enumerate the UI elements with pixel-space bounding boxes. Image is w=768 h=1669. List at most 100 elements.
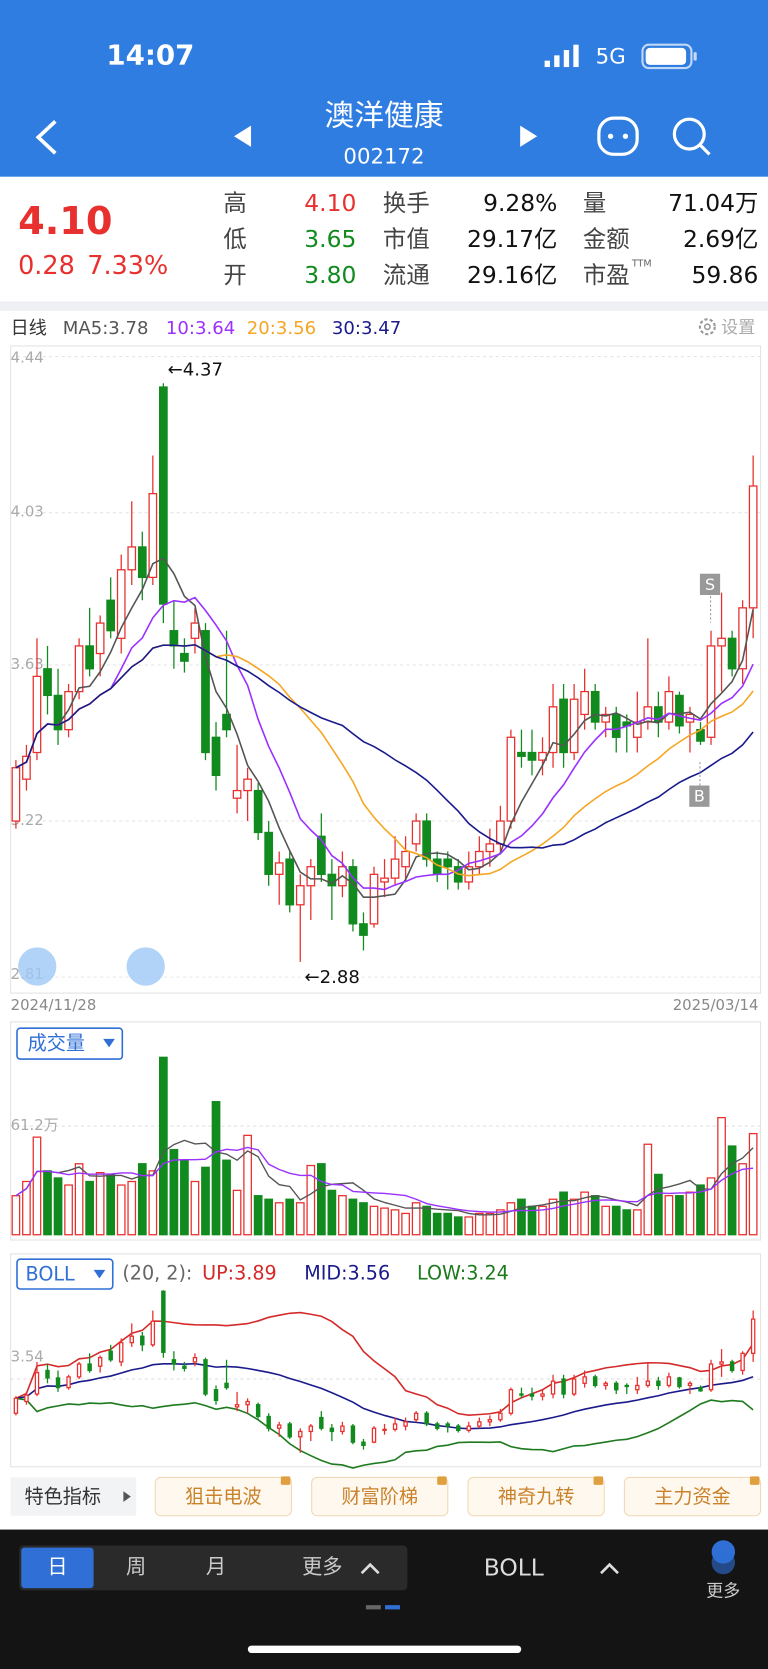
volume-bar [380, 1207, 389, 1236]
indicator-tab[interactable] [467, 1476, 605, 1517]
boll-selector[interactable]: BOLL [16, 1258, 114, 1290]
indicator-tab-label[interactable]: 财富阶梯 [341, 1485, 418, 1508]
boll-chart: 3.54 [10, 1290, 761, 1469]
candle-body [150, 1320, 156, 1346]
settings-label[interactable]: 设置 [721, 318, 755, 338]
candle-body [274, 862, 284, 875]
candle-body [213, 1389, 219, 1402]
boll-params: (20, 2): [122, 1262, 192, 1285]
candle-body [253, 789, 263, 834]
volume-bar [243, 1134, 252, 1236]
page-dot-active [385, 1605, 400, 1610]
period-tab[interactable]: 月 [206, 1554, 226, 1578]
zoom-button[interactable] [126, 947, 165, 986]
volume-bar [727, 1145, 737, 1236]
volume-bar [601, 1205, 611, 1236]
candle-body [295, 885, 305, 906]
volume-ma10-line [15, 1146, 754, 1213]
y-tick-label: 3.54 [11, 1348, 44, 1366]
candle-body [55, 1377, 61, 1389]
ma20-legend: 20:3.56 [247, 318, 316, 339]
volume-bar [359, 1202, 368, 1236]
volume-frame [10, 1021, 762, 1241]
period-tab[interactable]: 周 [126, 1554, 146, 1578]
volume-bar [632, 1209, 642, 1236]
more-arrow[interactable] [360, 1562, 380, 1575]
more-label[interactable]: 更多 [706, 1581, 740, 1601]
indicator-name[interactable]: BOLL [484, 1553, 544, 1581]
indicator-tab[interactable] [311, 1476, 449, 1517]
volume-bar [295, 1202, 305, 1236]
chat-button[interactable] [597, 116, 639, 156]
candle-body [390, 858, 400, 879]
candle-body [348, 866, 358, 925]
stat-label: 换手 [383, 189, 430, 217]
candle-body [234, 1404, 240, 1408]
signal-icon [544, 44, 579, 68]
boll-low-line [15, 1397, 754, 1469]
candle-body [687, 1382, 693, 1387]
indicator-arrow-up[interactable] [600, 1562, 619, 1575]
boll-button[interactable]: BOLL [26, 1263, 76, 1286]
stat-value: 3.65 [304, 225, 356, 253]
candle-body [401, 850, 410, 868]
indicator-tab[interactable] [623, 1476, 762, 1517]
candle-body [287, 1423, 292, 1438]
candle-body [66, 1376, 71, 1389]
volume-bar [664, 1195, 674, 1236]
candle-body [24, 1394, 29, 1403]
volume-bar [738, 1163, 747, 1236]
period-tab[interactable]: 日 [47, 1554, 67, 1578]
candle-body [255, 1404, 261, 1418]
nav-back-button[interactable] [18, 947, 57, 986]
volume-selector[interactable]: 成交量 [16, 1027, 124, 1060]
back-button[interactable] [35, 119, 57, 155]
search-button[interactable] [672, 117, 711, 156]
y-tick-label: 4.44 [11, 349, 44, 367]
candle-body [190, 622, 200, 639]
boll-mid: MID:3.56 [304, 1262, 390, 1285]
settings-button[interactable]: 设置 [698, 318, 755, 338]
candle-body [201, 630, 210, 754]
indicator-tab-label[interactable]: 主力资金 [654, 1485, 731, 1508]
volume-chart: 61.2万 [10, 1056, 761, 1236]
ma5-line [15, 557, 754, 898]
indicator-tabs: 狙击电波 财富阶梯 神奇九转 主力资金 [154, 1476, 762, 1517]
stat-label: 金额 [583, 225, 630, 253]
boll-mid-line [15, 1362, 754, 1430]
last-price: 4.10 [18, 199, 112, 244]
prev-stock-button[interactable] [234, 125, 252, 147]
price-change-pct: 7.33% [87, 251, 168, 281]
candle-body [717, 637, 726, 647]
candle-body [245, 1400, 250, 1406]
more-icon-shadow [711, 1550, 736, 1575]
volume-button[interactable]: 成交量 [28, 1032, 85, 1055]
buy-marker [689, 785, 710, 807]
volume-bar [485, 1212, 495, 1236]
indicator-label[interactable]: 特色指标 [24, 1485, 101, 1508]
candle-body [677, 1377, 682, 1388]
period-tab[interactable]: 更多 [302, 1554, 342, 1578]
candle-body [319, 1416, 324, 1429]
candle-body [411, 820, 421, 845]
volume-bar [506, 1202, 516, 1236]
kline-frame [10, 345, 762, 994]
indicator-tab[interactable] [154, 1476, 292, 1517]
volume-bar [127, 1180, 137, 1236]
candle-body [118, 1342, 124, 1363]
candle-body [559, 698, 568, 754]
candle-body [85, 645, 94, 670]
indicator-tab-label[interactable]: 神奇九转 [498, 1485, 575, 1508]
volume-bar [74, 1163, 84, 1236]
candle-body [422, 820, 432, 860]
next-stock-button[interactable] [520, 125, 538, 147]
candle-body [97, 1356, 103, 1367]
candle-body [540, 1393, 545, 1397]
candle-body [645, 1380, 651, 1387]
indicator-tab-label[interactable]: 狙击电波 [185, 1485, 262, 1508]
candle-body [477, 1421, 482, 1427]
stock-code: 002172 [343, 145, 424, 170]
candle-body [561, 1378, 566, 1395]
